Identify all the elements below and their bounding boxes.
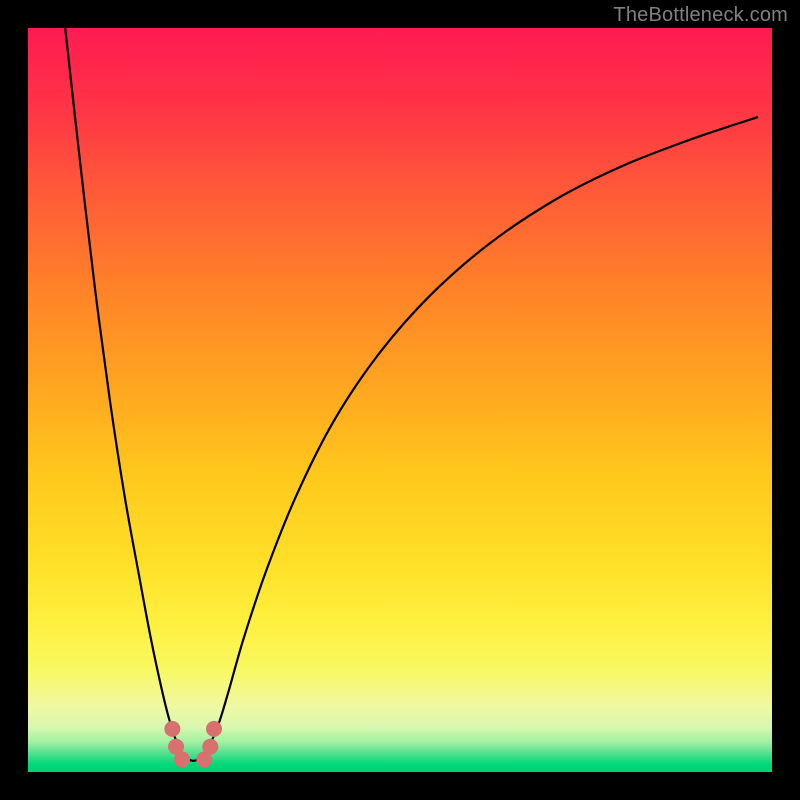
watermark-text: TheBottleneck.com — [613, 4, 788, 27]
curve-marker — [206, 721, 222, 737]
bottleneck-curve-chart — [28, 28, 772, 772]
chart-outer-frame: TheBottleneck.com — [0, 0, 800, 800]
curve-marker — [174, 751, 190, 767]
plot-container — [28, 28, 772, 772]
chart-background-gradient — [28, 28, 772, 772]
curve-marker — [164, 721, 180, 737]
curve-marker — [202, 739, 218, 755]
